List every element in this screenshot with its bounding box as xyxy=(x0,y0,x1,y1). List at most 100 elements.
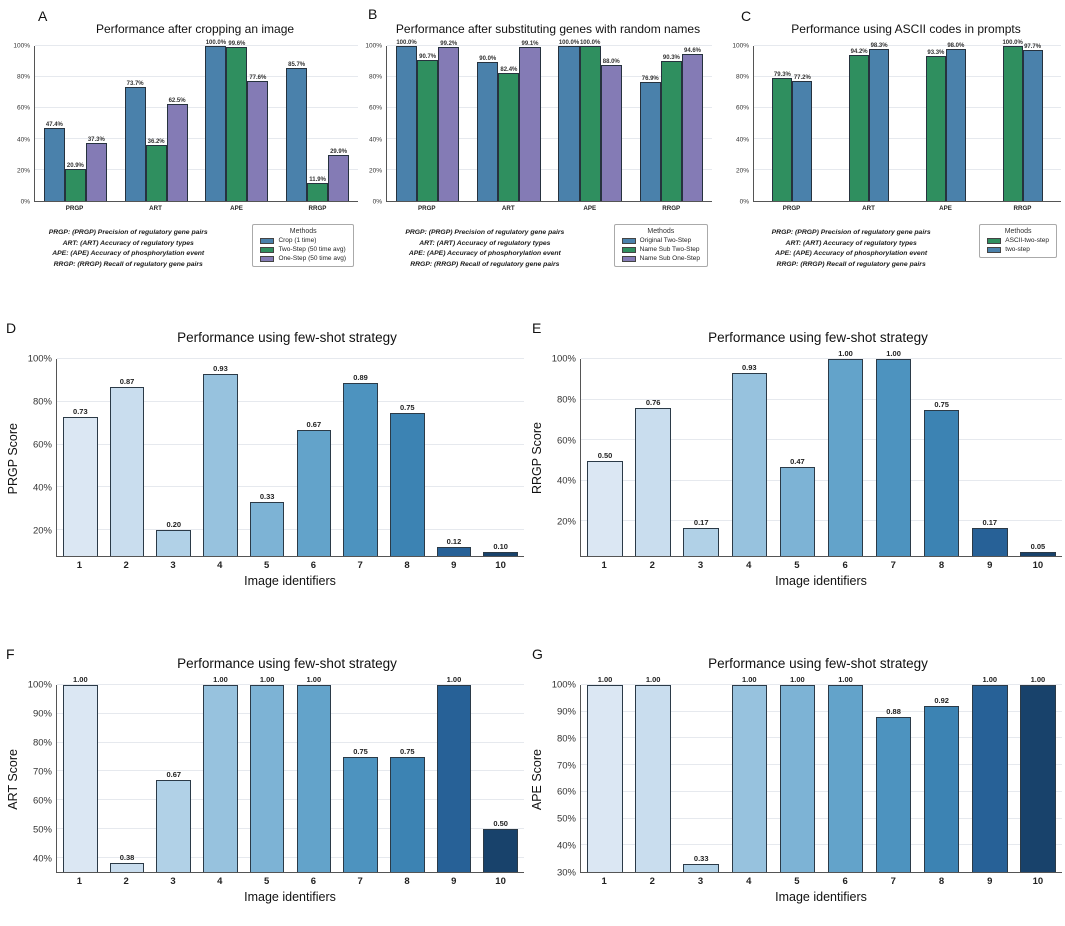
gridlines xyxy=(57,684,524,872)
bar: 0.12 xyxy=(436,537,472,556)
bar-slot: 1.00 xyxy=(57,675,104,872)
bar: 1.00 xyxy=(731,675,768,872)
gridline xyxy=(754,107,1061,108)
bar-value-label: 77.2% xyxy=(793,75,811,82)
bar-value-label: 100.0% xyxy=(396,40,417,46)
x-axis-label: Image identifiers xyxy=(775,574,867,588)
gridline xyxy=(581,817,1062,819)
legend-item: Crop (1 time) xyxy=(260,237,346,244)
bar-value-label: 1.00 xyxy=(73,675,88,684)
bar: 1.00 xyxy=(587,675,623,872)
x-tick-label: APE xyxy=(583,205,597,212)
gridline xyxy=(57,827,524,829)
bar: 0.93 xyxy=(731,363,768,556)
legend-item: Two-Step (50 time avg) xyxy=(260,246,346,253)
legend-swatch xyxy=(260,237,275,244)
bar-value-label: 76.9% xyxy=(641,75,659,82)
legend-swatch xyxy=(621,246,636,253)
bar: 99.1% xyxy=(519,41,541,201)
gridline xyxy=(57,400,524,402)
legend-label: ASCII-two-step xyxy=(1005,237,1049,244)
bar-slot: 0.67 xyxy=(150,685,197,872)
chart-title-f: Performance using few-shot strategy xyxy=(177,656,397,671)
bar: 29.9% xyxy=(328,149,350,201)
x-tick-label: PRGP xyxy=(65,205,84,212)
gridlines xyxy=(581,684,1062,872)
bar-value-label: 29.9% xyxy=(330,148,348,155)
gridline xyxy=(581,684,1062,685)
bar-slot: 0.50 xyxy=(477,685,524,872)
x-tick-row: PRGP ART APE RRGP xyxy=(34,205,358,212)
bar-value-label: 1.00 xyxy=(259,675,275,684)
legend-b: Methods Original Two-Step Name Sub Two-Ste… xyxy=(613,224,708,267)
gridline xyxy=(57,770,524,772)
y-tick-label: 80% xyxy=(556,394,576,406)
gridlines xyxy=(57,358,524,556)
bar: 0.73 xyxy=(63,407,98,556)
chart-title-a: Performance after cropping an image xyxy=(95,22,295,36)
bar-slot: 0.76 xyxy=(629,359,677,556)
bar-group: 100.0% 97.7% xyxy=(984,40,1061,201)
bar: 0.20 xyxy=(156,520,192,556)
legend-c: Methods ASCII-two-step two-step xyxy=(979,224,1057,258)
bar: 79.3% xyxy=(772,72,793,201)
x-tick-label: 2 xyxy=(649,560,655,571)
y-tick-label: 80% xyxy=(32,396,52,408)
bar-value-label: 0.75 xyxy=(934,399,949,409)
gridlines xyxy=(754,45,1061,201)
bar-value-label: 79.3% xyxy=(773,72,791,79)
y-axis: 0% 20% 40% 60% 80% 100% xyxy=(727,43,753,206)
bar-value-label: 1.00 xyxy=(1030,675,1046,684)
legend-item: Name Sub Two-Step xyxy=(621,246,700,253)
bar-slot: 1.00 xyxy=(725,675,773,872)
legend-label: Original Two-Step xyxy=(639,237,692,244)
x-tick-label: 3 xyxy=(170,876,176,887)
gridline xyxy=(35,107,358,108)
bar: 36.2% xyxy=(145,139,167,201)
x-tick-label: 1 xyxy=(601,876,607,887)
bar: 98.0% xyxy=(945,43,966,201)
y-tick-label: 100% xyxy=(365,42,382,50)
panel-label-a: A xyxy=(38,8,48,24)
y-tick-label: 80% xyxy=(735,73,749,81)
gridline xyxy=(57,856,524,858)
gridline xyxy=(581,710,1062,712)
x-axis-label: Image identifiers xyxy=(244,574,336,588)
bars-container: 79.3% 77.2% 94.2% 98.3% 93.3% 98.0% 100.0% 97.7… xyxy=(754,40,1061,201)
bar-value-label: 0.50 xyxy=(493,818,508,828)
bar-slot: 0.33 xyxy=(677,685,725,872)
x-tick-label: 4 xyxy=(217,876,223,887)
y-tick-label: 60% xyxy=(556,435,576,447)
plot-area: 0.73 0.87 0.20 0.93 0.33 0.67 0.89 0.75 0.12 0.10 xyxy=(56,358,524,557)
bar-slot: 0.33 xyxy=(244,359,291,556)
metric-caption-c: PRGP: (PRGP) Precision of regulatory gen… xyxy=(731,224,971,270)
bar-value-label: 99.2% xyxy=(440,41,458,48)
bar-value-label: 1.00 xyxy=(446,675,462,684)
bar: 1.00 xyxy=(249,675,285,872)
bar: 1.00 xyxy=(635,675,671,872)
bar: 0.05 xyxy=(1020,542,1056,556)
x-tick-label: 7 xyxy=(357,560,363,571)
caption-line: APE: (APE) Accuracy of phosphorylation e… xyxy=(775,250,928,258)
x-tick-label: 5 xyxy=(794,876,800,887)
chart-title-b: Performance after substituting genes wit… xyxy=(395,22,701,36)
bar: 98.3% xyxy=(869,43,890,201)
bar-value-label: 1.00 xyxy=(982,675,998,684)
y-tick-label: 100% xyxy=(551,353,576,365)
x-tick-label: 1 xyxy=(76,560,83,571)
bar: 1.00 xyxy=(972,675,1008,872)
bar: 1.00 xyxy=(875,349,912,556)
bar-slot: 0.20 xyxy=(150,359,197,556)
y-tick-label: 50% xyxy=(32,824,52,836)
bar-slot: 0.12 xyxy=(431,359,478,556)
y-axis: 30% 40% 50% 60% 70% 80% 90% 100% xyxy=(546,680,580,879)
bar: 0.87 xyxy=(109,377,145,556)
chart-body: PRGP Score 20% 40% 60% 80% 100% 0.73 0.87 0.20 0.… xyxy=(4,354,524,588)
legend-label: two-step xyxy=(1005,246,1030,253)
bar-slot: 1.00 xyxy=(773,675,821,872)
y-tick-label: 20% xyxy=(368,167,382,175)
y-tick-label: 40% xyxy=(556,475,576,487)
bar-group: 100.0% 100.0% 88.0% xyxy=(550,40,631,201)
y-tick-label: 40% xyxy=(32,853,52,865)
gridline xyxy=(581,439,1062,441)
